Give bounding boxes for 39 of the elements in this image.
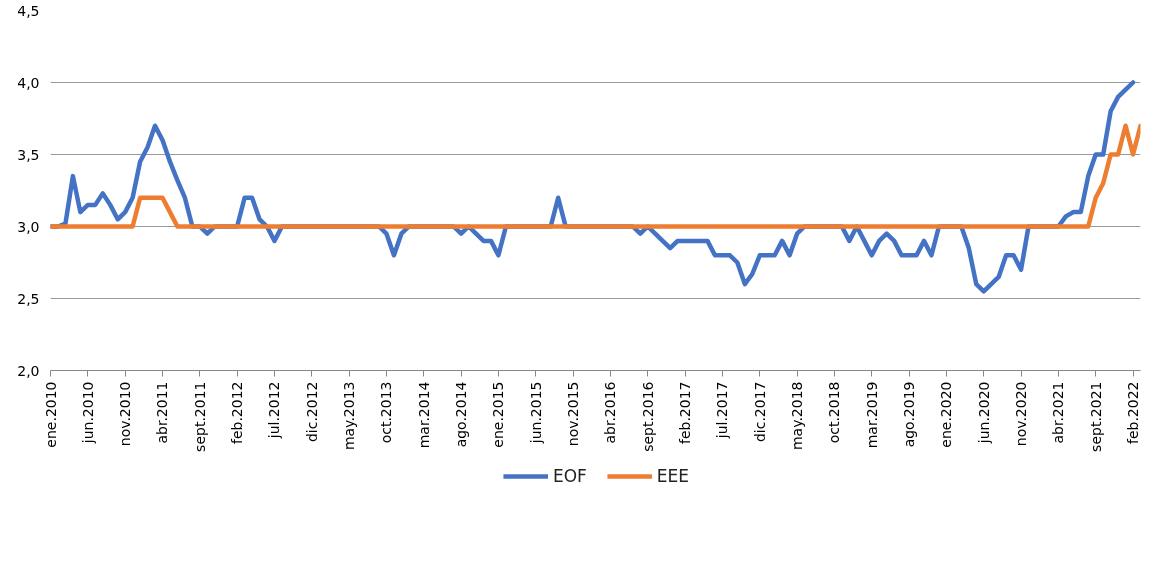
- x-tick-label: jun.2020: [975, 381, 992, 445]
- x-tick-label: feb.2012: [229, 381, 246, 445]
- x-tick-label: nov.2010: [117, 381, 134, 447]
- y-tick-label: 4,5: [17, 2, 40, 19]
- line-series: [50, 123, 1141, 229]
- x-tick-label: ago.2014: [453, 381, 470, 448]
- x-tick-label: dic.2012: [303, 381, 320, 443]
- x-tick-label: nov.2020: [1013, 381, 1030, 447]
- x-tick-label: ago.2019: [901, 381, 918, 448]
- x-tick-label: jun.2010: [79, 381, 96, 445]
- x-tick-label: nov.2015: [565, 381, 582, 447]
- x-tick-label: ene.2010: [42, 381, 59, 448]
- x-tick-label: jun.2015: [527, 381, 544, 445]
- legend-label: EEE: [656, 466, 690, 486]
- x-tick-label: abr.2021: [1050, 381, 1067, 444]
- x-tick-label: feb.2022: [1125, 381, 1142, 445]
- x-tick-label: feb.2017: [677, 381, 694, 445]
- x-tick-label: abr.2011: [154, 381, 171, 444]
- x-tick-label: may.2013: [341, 381, 358, 451]
- x-tick-label: sept.2011: [191, 381, 208, 452]
- x-tick-label: jul.2012: [266, 381, 283, 440]
- x-tick-label: sept.2021: [1087, 381, 1104, 452]
- x-tick-label: oct.2013: [378, 381, 395, 444]
- x-tick-label: ene.2015: [490, 381, 507, 448]
- x-tick-label: ene.2020: [938, 381, 955, 448]
- y-tick-label: 2,5: [17, 290, 40, 307]
- y-tick-label: 4,0: [17, 74, 40, 91]
- y-tick-label: 3,0: [17, 218, 40, 235]
- x-tick-label: sept.2016: [639, 381, 656, 452]
- x-tick-label: abr.2016: [602, 381, 619, 444]
- x-tick-label: mar.2014: [415, 381, 432, 449]
- x-tick-label: dic.2017: [751, 381, 768, 443]
- x-tick-label: oct.2018: [826, 381, 843, 444]
- x-tick-label: mar.2019: [863, 381, 880, 449]
- y-tick-label: 2,0: [17, 362, 40, 379]
- y-tick-label: 3,5: [17, 146, 40, 163]
- x-tick-label: may.2018: [789, 381, 806, 451]
- x-tick-label: jul.2017: [714, 381, 731, 440]
- legend-label: EOF: [552, 466, 587, 486]
